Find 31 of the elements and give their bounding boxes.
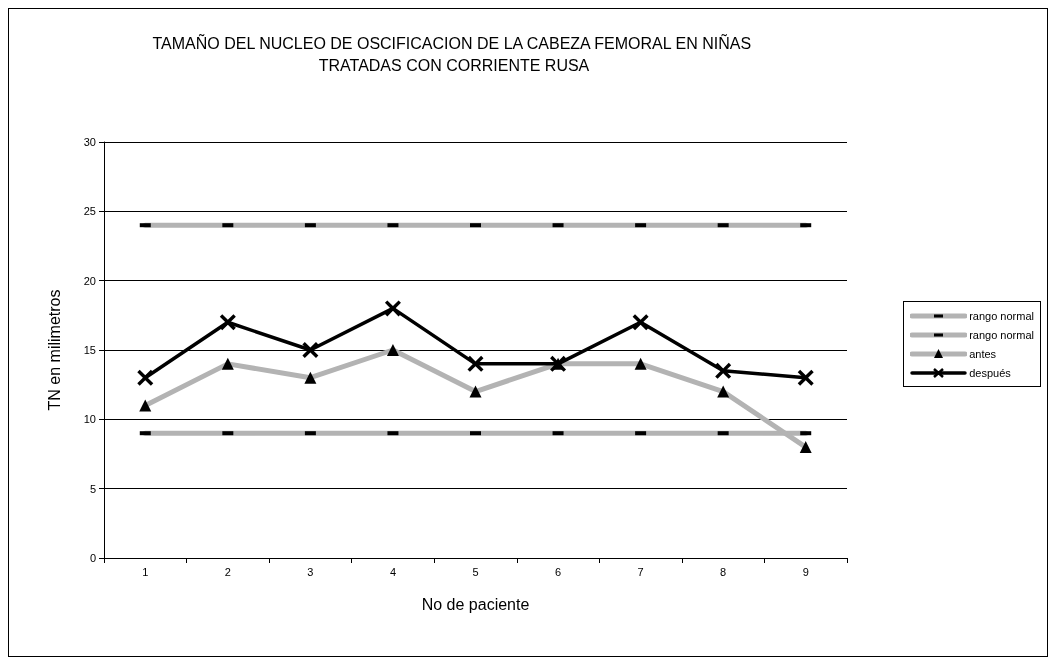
- point: [715, 362, 732, 379]
- x-tick-label: 1: [142, 565, 149, 578]
- y-tick-label: 10: [83, 413, 96, 426]
- y-tick-label: 5: [89, 482, 96, 495]
- chart-title: TAMAÑO DEL NUCLEO DE OSCIFICACION DE LA CABEZA FEMORAL EN NIÑAS TRATADAS CON CORRIENTE RUSA: [152, 32, 756, 74]
- point: [302, 342, 319, 358]
- x-tick-label: 5: [472, 565, 479, 578]
- y-axis-title: TN en milimetros: [45, 289, 63, 411]
- legend-label: rango normal: [969, 309, 1034, 322]
- y-tick-label: 20: [83, 274, 96, 287]
- legend-label: después: [969, 366, 1011, 379]
- legend-label: rango normal: [969, 328, 1034, 341]
- x-axis-title: No de paciente: [421, 595, 530, 613]
- y-tick-label: 15: [83, 344, 96, 356]
- x-tick-label: 7: [637, 565, 644, 578]
- point: [632, 314, 649, 331]
- x-tick-label: 6: [554, 565, 562, 578]
- x-tick-label: 4: [389, 565, 397, 578]
- point: [797, 369, 814, 386]
- x-tick-label: 2: [224, 565, 231, 578]
- x-tick-label: 9: [802, 565, 809, 578]
- y-tick-label: 0: [89, 552, 96, 564]
- y-tick-label: 25: [83, 205, 96, 218]
- y-tick-label: 30: [83, 136, 96, 148]
- legend-label: antes: [969, 347, 997, 360]
- x-tick-label: 3: [307, 565, 314, 578]
- point: [384, 300, 401, 317]
- x-tick-label: 8: [720, 565, 727, 578]
- point: [137, 369, 154, 386]
- point: [467, 355, 484, 372]
- point: [219, 314, 236, 331]
